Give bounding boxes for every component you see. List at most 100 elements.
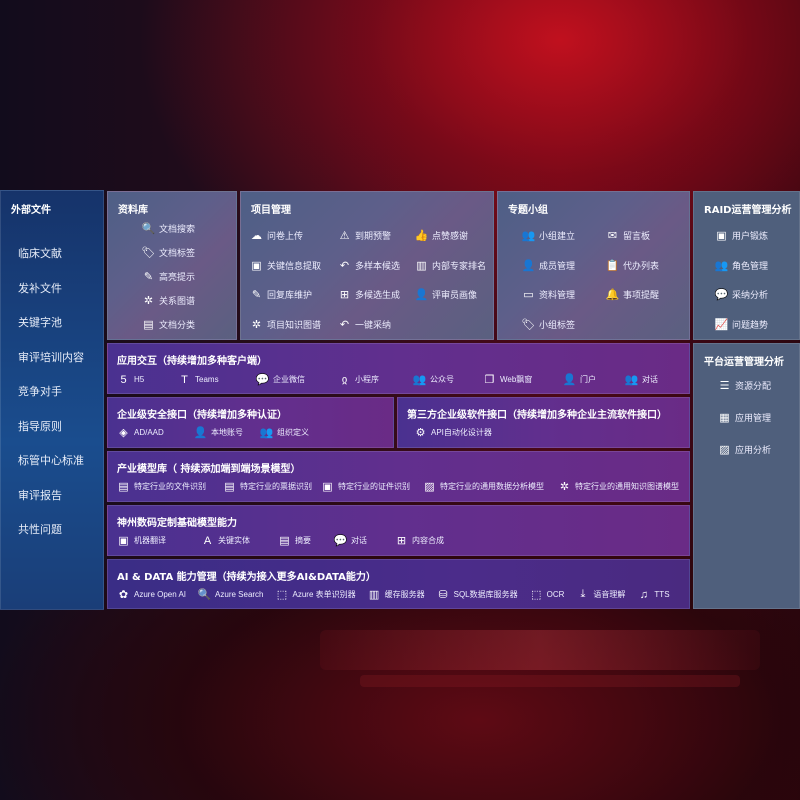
menu-item[interactable]: ✲ 关系图谱	[142, 294, 195, 307]
menu-item[interactable]: ◈ AD/AAD	[117, 426, 164, 439]
menu-item[interactable]: ▥ 内部专家排名	[415, 259, 486, 272]
menu-item-label: 内部专家排名	[432, 260, 487, 271]
menu-item[interactable]: 👍 点赞感谢	[415, 229, 468, 242]
menu-item[interactable]: 👥 组织定义	[260, 426, 309, 439]
sidebar-item[interactable]: 发补文件	[18, 281, 62, 295]
menu-item[interactable]: 🔍 Azure Search	[197, 588, 264, 601]
menu-item[interactable]: ▣ 特定行业的证件识别	[321, 480, 410, 493]
sidebar-item[interactable]: 临床文献	[18, 247, 62, 260]
menu-item[interactable]: 💬 对话	[334, 534, 367, 547]
menu-item[interactable]: ⊞ 内容合成	[395, 534, 444, 547]
menu-item[interactable]: ▤ 特定行业的文件识别	[117, 480, 206, 493]
menu-item[interactable]: ⛁ SQL数据库服务器	[437, 588, 518, 601]
menu-item[interactable]: 👤 成员管理	[522, 259, 575, 272]
reply-icon: ↶	[339, 318, 350, 331]
menu-item-label: 资料管理	[539, 290, 576, 300]
menu-item[interactable]: ▭ 资料管理	[522, 288, 575, 301]
menu-item[interactable]: 👥 角色管理	[715, 259, 768, 272]
menu-item[interactable]: ✿ Azure Open AI	[117, 588, 186, 601]
menu-item[interactable]: ⬚ Azure 表单识别器	[276, 588, 356, 601]
menu-item[interactable]: ▨ 应用分析	[718, 443, 771, 456]
menu-item-label: 内容合成	[412, 536, 444, 545]
sidebar-item[interactable]: 竞争对手	[18, 385, 62, 398]
sidebar-item[interactable]: 审评报告	[18, 488, 62, 502]
menu-item[interactable]: ↶ 一键采纳	[338, 318, 391, 331]
menu-item[interactable]: 👤 本地账号	[194, 426, 243, 439]
menu-item[interactable]: 👥 小组建立	[522, 229, 575, 242]
user-icon: 👤	[414, 289, 429, 301]
menu-item[interactable]: ✉ 留言板	[606, 229, 650, 242]
menu-item[interactable]: 📈 问题趋势	[715, 318, 768, 331]
menu-item[interactable]: 5 H5	[117, 373, 144, 386]
teams-icon: T	[181, 373, 188, 386]
menu-item-label: 留言板	[623, 231, 651, 241]
menu-item-label: 小组建立	[539, 231, 576, 241]
menu-item[interactable]: ☰ 资源分配	[718, 379, 771, 392]
menu-item[interactable]: T Teams	[178, 373, 219, 386]
summary-icon: ▤	[279, 535, 290, 547]
panel-ai-data: AI & DATA 能力管理（持续为接入更多AI&DATA能力） ✿ Azure O…	[107, 559, 690, 609]
menu-item[interactable]: ▤ 摘要	[278, 534, 311, 547]
menu-item[interactable]: ▣ 机器翻译	[117, 534, 166, 547]
menu-item[interactable]: A 关键实体	[201, 534, 250, 547]
sidebar-item[interactable]: 指导原则	[18, 419, 62, 433]
menu-item[interactable]: ▨ 特定行业的通用数据分析模型	[423, 480, 544, 493]
menu-item[interactable]: 👥 公众号	[413, 373, 454, 386]
menu-item[interactable]: ჲ 小程序	[338, 373, 379, 386]
account-icon: 👤	[193, 427, 208, 439]
menu-item[interactable]: 👤 门户	[563, 373, 596, 386]
menu-item[interactable]: ❐ Web飘窗	[483, 373, 533, 386]
menu-item[interactable]: ▤ 特定行业的票据识别	[223, 480, 312, 493]
menu-item[interactable]: 🏷 小组标签	[521, 318, 576, 331]
graph-icon: ✲	[559, 481, 570, 493]
menu-item[interactable]: 💬 企业微信	[256, 373, 305, 386]
menu-item[interactable]: ♫ TTS	[637, 588, 670, 601]
menu-item[interactable]: ⬚ OCR	[530, 588, 564, 601]
menu-item[interactable]: ✎ 高亮提示	[142, 270, 195, 283]
sidebar-item[interactable]: 关键字池	[18, 316, 62, 329]
menu-item[interactable]: ☁ 问卷上传	[250, 229, 303, 242]
tag-icon: 🏷	[521, 318, 536, 331]
menu-item[interactable]: ✎ 回复库维护	[250, 288, 312, 301]
panel-platform: 平台运营管理分析 ☰ 资源分配 ▦ 应用管理 ▨ 应用分析	[693, 343, 800, 609]
menu-item[interactable]: 📋 代办列表	[606, 259, 659, 272]
menu-item-label: Azure 表单识别器	[292, 590, 356, 599]
sidebar-item[interactable]: 共性问题	[18, 523, 62, 536]
cloud-upload-icon: ☁	[251, 230, 262, 242]
menu-item-label: 小组标签	[539, 319, 576, 330]
menu-item[interactable]: 🔔 事项提醒	[606, 288, 659, 301]
menu-item[interactable]: ▤ 文档分类	[142, 318, 195, 331]
window-icon: ❐	[484, 374, 495, 386]
menu-item[interactable]: 💬 采纳分析	[715, 288, 768, 301]
graph-icon: ✲	[251, 318, 262, 331]
menu-item[interactable]: 👥 对话	[625, 373, 658, 386]
menu-item[interactable]: ▣ 用户锻炼	[715, 229, 768, 242]
menu-item[interactable]: ⚙ API自动化设计器	[414, 426, 492, 439]
menu-item[interactable]: ▥ 缓存服务器	[368, 588, 425, 601]
puzzle-icon: ⊞	[396, 535, 407, 547]
menu-item-label: SQL数据库服务器	[453, 590, 518, 599]
menu-item[interactable]: ▦ 应用管理	[718, 411, 771, 424]
search-icon: 🔍	[197, 589, 212, 601]
wechat-icon: 💬	[255, 374, 270, 386]
menu-item-label: H5	[134, 375, 145, 384]
menu-item-label: 机器翻译	[134, 536, 166, 545]
menu-item-label: 对话	[642, 375, 658, 384]
folder-icon: ▤	[143, 319, 154, 331]
menu-item[interactable]: ⤓ 语音理解	[576, 588, 625, 601]
panel-title: 平台运营管理分析	[704, 357, 784, 368]
menu-item[interactable]: 👤 评审员画像	[415, 288, 477, 301]
menu-item[interactable]: ✲ 特定行业的通用知识图谱模型	[558, 480, 679, 493]
sidebar-item[interactable]: 审评培训内容	[18, 350, 84, 364]
menu-item-label: Teams	[195, 375, 219, 384]
menu-item[interactable]: ▣ 关键信息提取	[250, 259, 321, 272]
menu-item[interactable]: ↶ 多样本候选	[338, 259, 400, 272]
menu-item[interactable]: ✲ 项目知识图谱	[250, 318, 321, 331]
puzzle-icon: ⊞	[339, 289, 350, 301]
menu-item[interactable]: ⊞ 多候选生成	[338, 288, 400, 301]
menu-item[interactable]: 🔍 文档搜索	[142, 222, 195, 235]
menu-item[interactable]: 🏷 文档标签	[142, 246, 196, 259]
sidebar-item[interactable]: 标管中心标准	[18, 454, 84, 467]
menu-item[interactable]: ⚠ 到期预警	[338, 229, 391, 242]
voice-icon: ⤓	[580, 588, 586, 600]
